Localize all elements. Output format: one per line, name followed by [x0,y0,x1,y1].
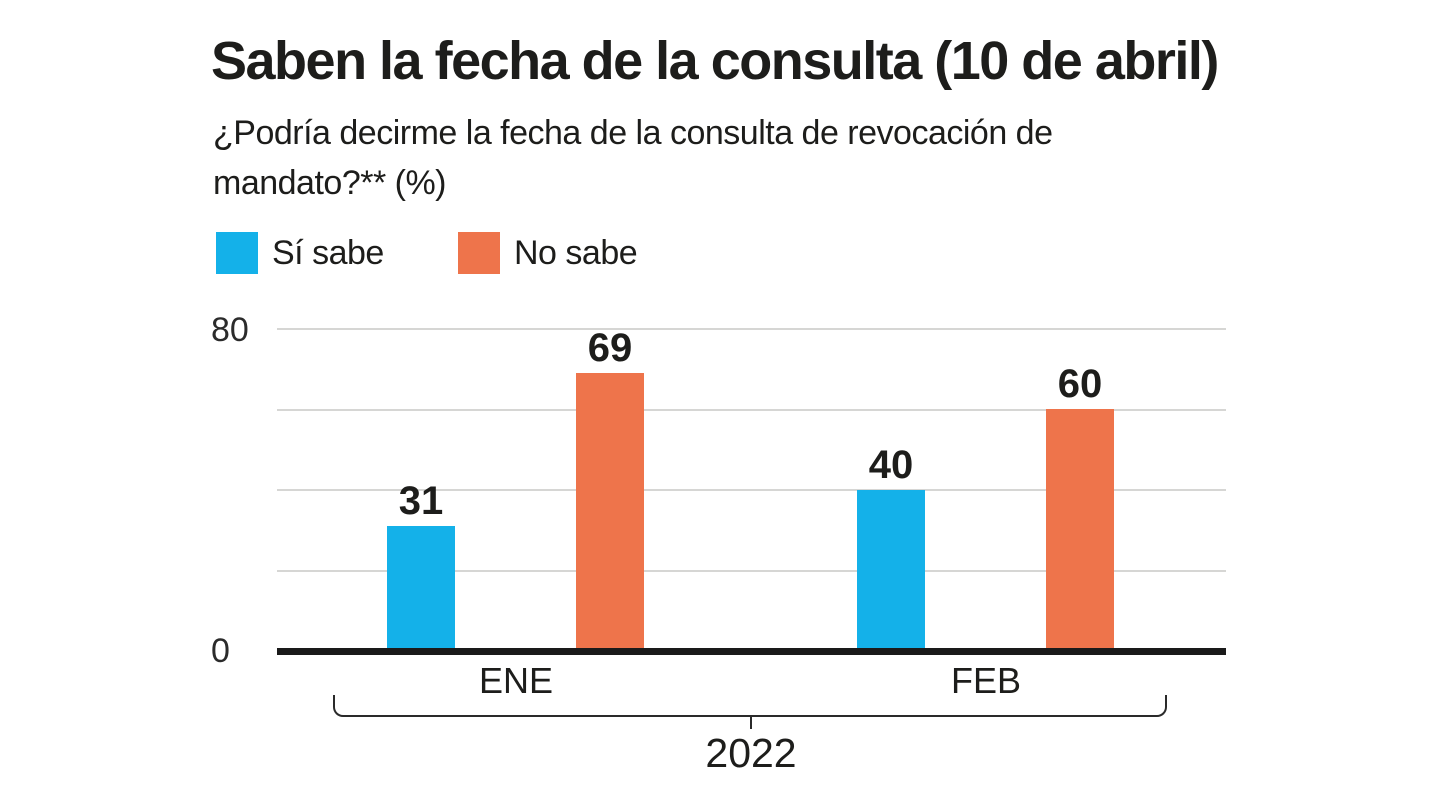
bar-no-sabe-ene [576,373,644,651]
legend-label-no-sabe: No sabe [514,233,638,272]
year-bracket-tick [750,716,752,729]
bar-value-label-si-sabe-feb: 40 [868,443,914,487]
chart-title: Saben la fecha de la consulta (10 de abr… [211,31,1219,91]
legend-swatch-no-sabe [458,232,500,274]
y-axis-tick-label-80: 80 [211,311,249,349]
gridline-60 [277,408,1226,411]
year-label: 2022 [705,730,797,776]
legend-label-si-sabe: Sí sabe [272,233,384,272]
bar-si-sabe-ene [387,526,455,651]
legend-item-si-sabe: Sí sabe [216,232,384,274]
x-axis-label-ene: ENE [478,660,554,701]
gridline-80 [277,328,1226,330]
chart-subtitle: ¿Podría decirme la fecha de la consulta … [213,114,1053,202]
plot-area: 31 40 69 60 [277,326,1226,651]
legend-swatch-si-sabe [216,232,258,274]
gridline-20 [277,569,1226,572]
bar-value-label-no-sabe-ene: 69 [587,326,633,370]
bar-value-label-no-sabe-feb: 60 [1057,362,1103,406]
bar-si-sabe-feb [857,490,925,651]
gridline-40 [277,489,1226,491]
x-axis-label-feb: FEB [950,660,1021,701]
x-axis-line [277,648,1226,655]
y-axis-tick-label-0: 0 [211,632,230,670]
bar-no-sabe-feb [1046,409,1114,651]
bar-value-label-si-sabe-ene: 31 [398,479,444,523]
legend-item-no-sabe: No sabe [458,232,638,274]
